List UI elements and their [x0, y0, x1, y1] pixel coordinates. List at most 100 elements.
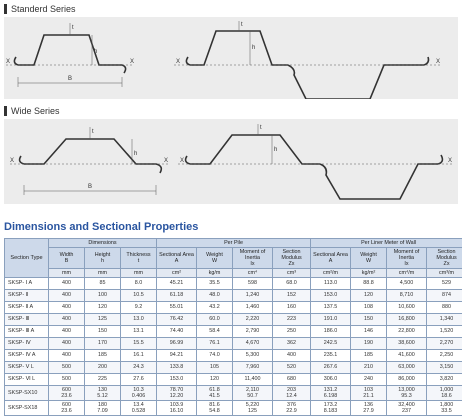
value-cell: 16.1: [121, 350, 157, 362]
value-cell: 113.0: [311, 278, 351, 290]
value-cell: 200: [85, 362, 121, 374]
column-symbol: t: [121, 258, 156, 264]
standard-series-title: Standerd Series: [11, 4, 76, 14]
value-cell: 1,240: [233, 290, 273, 302]
section-type-cell: SKSP- Ⅵ L: [5, 374, 49, 386]
value-cell: 2,250: [427, 350, 462, 362]
value-cell: 43.2: [197, 302, 233, 314]
value-cell: 68.0: [273, 278, 311, 290]
value-cell: 105: [197, 362, 233, 374]
value-cell: 4,670: [233, 338, 273, 350]
value-cell: 250: [273, 326, 311, 338]
standard-single-pile-profile: [14, 35, 125, 73]
value-cell: 24.3: [121, 362, 157, 374]
column-symbol: B: [49, 258, 84, 264]
section-title: Dimensions and Sectional Properties: [4, 221, 198, 233]
value-cell: 48.0: [197, 290, 233, 302]
value-cell: 27.6: [121, 374, 157, 386]
value-cell: 400: [49, 350, 85, 362]
value-cell: 35.5: [197, 278, 233, 290]
value-cell: 32,400 237: [387, 401, 427, 416]
value-cell: 85: [85, 278, 121, 290]
value-cell: 133.8: [157, 362, 197, 374]
column-symbol: Ix: [387, 261, 426, 267]
wide-pair-x-right-label: X: [448, 158, 452, 164]
value-cell: 76.1: [197, 338, 233, 350]
wide-b-label: B: [88, 184, 92, 190]
value-cell: 74.0: [197, 350, 233, 362]
wide-t-label: t: [92, 129, 94, 135]
standard-pair-x-left-label: X: [176, 59, 180, 65]
standard-x-left-label: X: [6, 59, 10, 65]
value-cell: 86,000: [387, 374, 427, 386]
column-name: Moment of Inertia: [233, 249, 272, 261]
value-cell: 120: [197, 374, 233, 386]
value-cell: 74.40: [157, 326, 197, 338]
value-cell: 153.0: [157, 374, 197, 386]
value-cell: 120: [85, 302, 121, 314]
value-cell: 100: [85, 290, 121, 302]
value-cell: 137.5: [311, 302, 351, 314]
value-cell: 186.0: [311, 326, 351, 338]
wide-pair-h-label: h: [274, 147, 277, 153]
value-cell: 120: [351, 290, 387, 302]
column-symbol: Ix: [233, 261, 272, 267]
standard-pair-h-label: h: [252, 45, 255, 51]
value-cell: 22,800: [387, 326, 427, 338]
section-type-cell: SKSP- Ⅲ A: [5, 326, 49, 338]
standard-x-right-label: X: [130, 59, 134, 65]
dimensions-group-header: Dimensions: [49, 239, 157, 248]
value-cell: 173.2 8.183: [311, 401, 351, 416]
value-cell: 235.1: [311, 350, 351, 362]
section-type-cell: SKSP- Ⅰ A: [5, 278, 49, 290]
value-cell: 10.3 0.406: [121, 386, 157, 401]
value-cell: 63,000: [387, 362, 427, 374]
value-cell: 2,270: [427, 338, 462, 350]
section-type-cell: SKSP- Ⅲ: [5, 314, 49, 326]
value-cell: 2,110 50.7: [233, 386, 273, 401]
value-cell: 880: [427, 302, 462, 314]
standard-series-heading: Standerd Series: [4, 3, 76, 15]
column-symbol: Zx: [427, 261, 462, 267]
value-cell: 170: [85, 338, 121, 350]
value-cell: 3,820: [427, 374, 462, 386]
value-cell: 38,600: [387, 338, 427, 350]
value-cell: 60.0: [197, 314, 233, 326]
value-cell: 150: [85, 326, 121, 338]
value-cell: 1,460: [233, 302, 273, 314]
section-type-header: Section Type: [5, 239, 49, 278]
column-unit: mm: [121, 269, 157, 278]
column-unit: cm³/m: [427, 269, 462, 278]
value-cell: 130 5.12: [85, 386, 121, 401]
column-unit: mm: [49, 269, 85, 278]
value-cell: 7,960: [233, 362, 273, 374]
heading-marker: [4, 106, 7, 116]
value-cell: 500: [49, 362, 85, 374]
column-unit: cm⁴/m: [387, 269, 427, 278]
column-symbol: A: [311, 258, 350, 264]
value-cell: 400: [273, 350, 311, 362]
standard-b-label: B: [68, 76, 72, 82]
value-cell: 94.21: [157, 350, 197, 362]
value-cell: 16,800: [387, 314, 427, 326]
value-cell: 45.21: [157, 278, 197, 290]
standard-series-diagram-panel: B h t X X h t X X: [4, 17, 458, 99]
value-cell: 400: [49, 302, 85, 314]
value-cell: 8,710: [387, 290, 427, 302]
value-cell: 10.5: [121, 290, 157, 302]
column-unit: cm³: [273, 269, 311, 278]
value-cell: 400: [49, 290, 85, 302]
value-cell: 13.0: [121, 314, 157, 326]
column-symbol: Zx: [273, 261, 310, 267]
